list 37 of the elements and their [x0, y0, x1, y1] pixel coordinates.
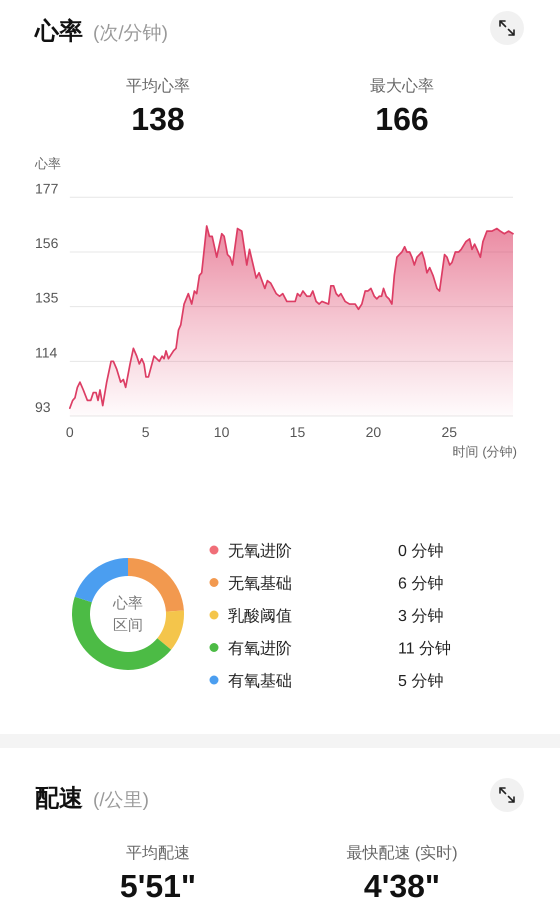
legend-label: 无氧基础 — [228, 576, 292, 592]
ytick: 177 — [35, 180, 58, 196]
xtick: 10 — [214, 424, 230, 440]
legend-label: 无氧进阶 — [228, 543, 292, 560]
legend-label: 乳酸阈值 — [228, 608, 292, 625]
xlabel: 时间 (分钟) — [452, 444, 517, 459]
legend-label: 有氧进阶 — [228, 640, 292, 658]
value-label: 6 分钟 — [398, 576, 444, 592]
ytick: 93 — [35, 399, 51, 415]
annotation: 心率 — [113, 595, 143, 612]
value-label: 0 分钟 — [398, 543, 444, 560]
xtick: 5 — [142, 424, 150, 440]
subtitle: (次/分钟) — [93, 23, 168, 44]
annotation: 最大心率 — [370, 78, 434, 95]
subtitle: (/公里) — [93, 790, 149, 811]
value-label: 3 分钟 — [398, 608, 444, 625]
annotation: 5'51" — [120, 868, 196, 904]
ytick: 114 — [35, 344, 58, 360]
ylabel: 心率 — [35, 156, 61, 171]
xtick: 15 — [290, 424, 306, 440]
title: 配速 — [35, 785, 83, 812]
annotation: 最快配速 (实时) — [346, 845, 458, 862]
xtick: 25 — [441, 424, 458, 440]
ytick: 156 — [35, 234, 58, 251]
ytick: 135 — [35, 290, 58, 306]
xtick: 0 — [66, 424, 74, 440]
value-label: 11 分钟 — [398, 640, 452, 658]
title: 心率 — [35, 18, 83, 45]
value-label: 5 分钟 — [398, 673, 444, 690]
annotation: 区间 — [113, 617, 143, 634]
legend-label: 有氧基础 — [228, 673, 292, 690]
annotation: 平均心率 — [126, 78, 190, 95]
annotation: 166 — [375, 101, 429, 137]
annotation: 平均配速 — [126, 845, 190, 862]
xtick: 20 — [366, 424, 382, 440]
annotation: 4'38" — [364, 868, 440, 904]
annotation: 138 — [131, 101, 185, 137]
